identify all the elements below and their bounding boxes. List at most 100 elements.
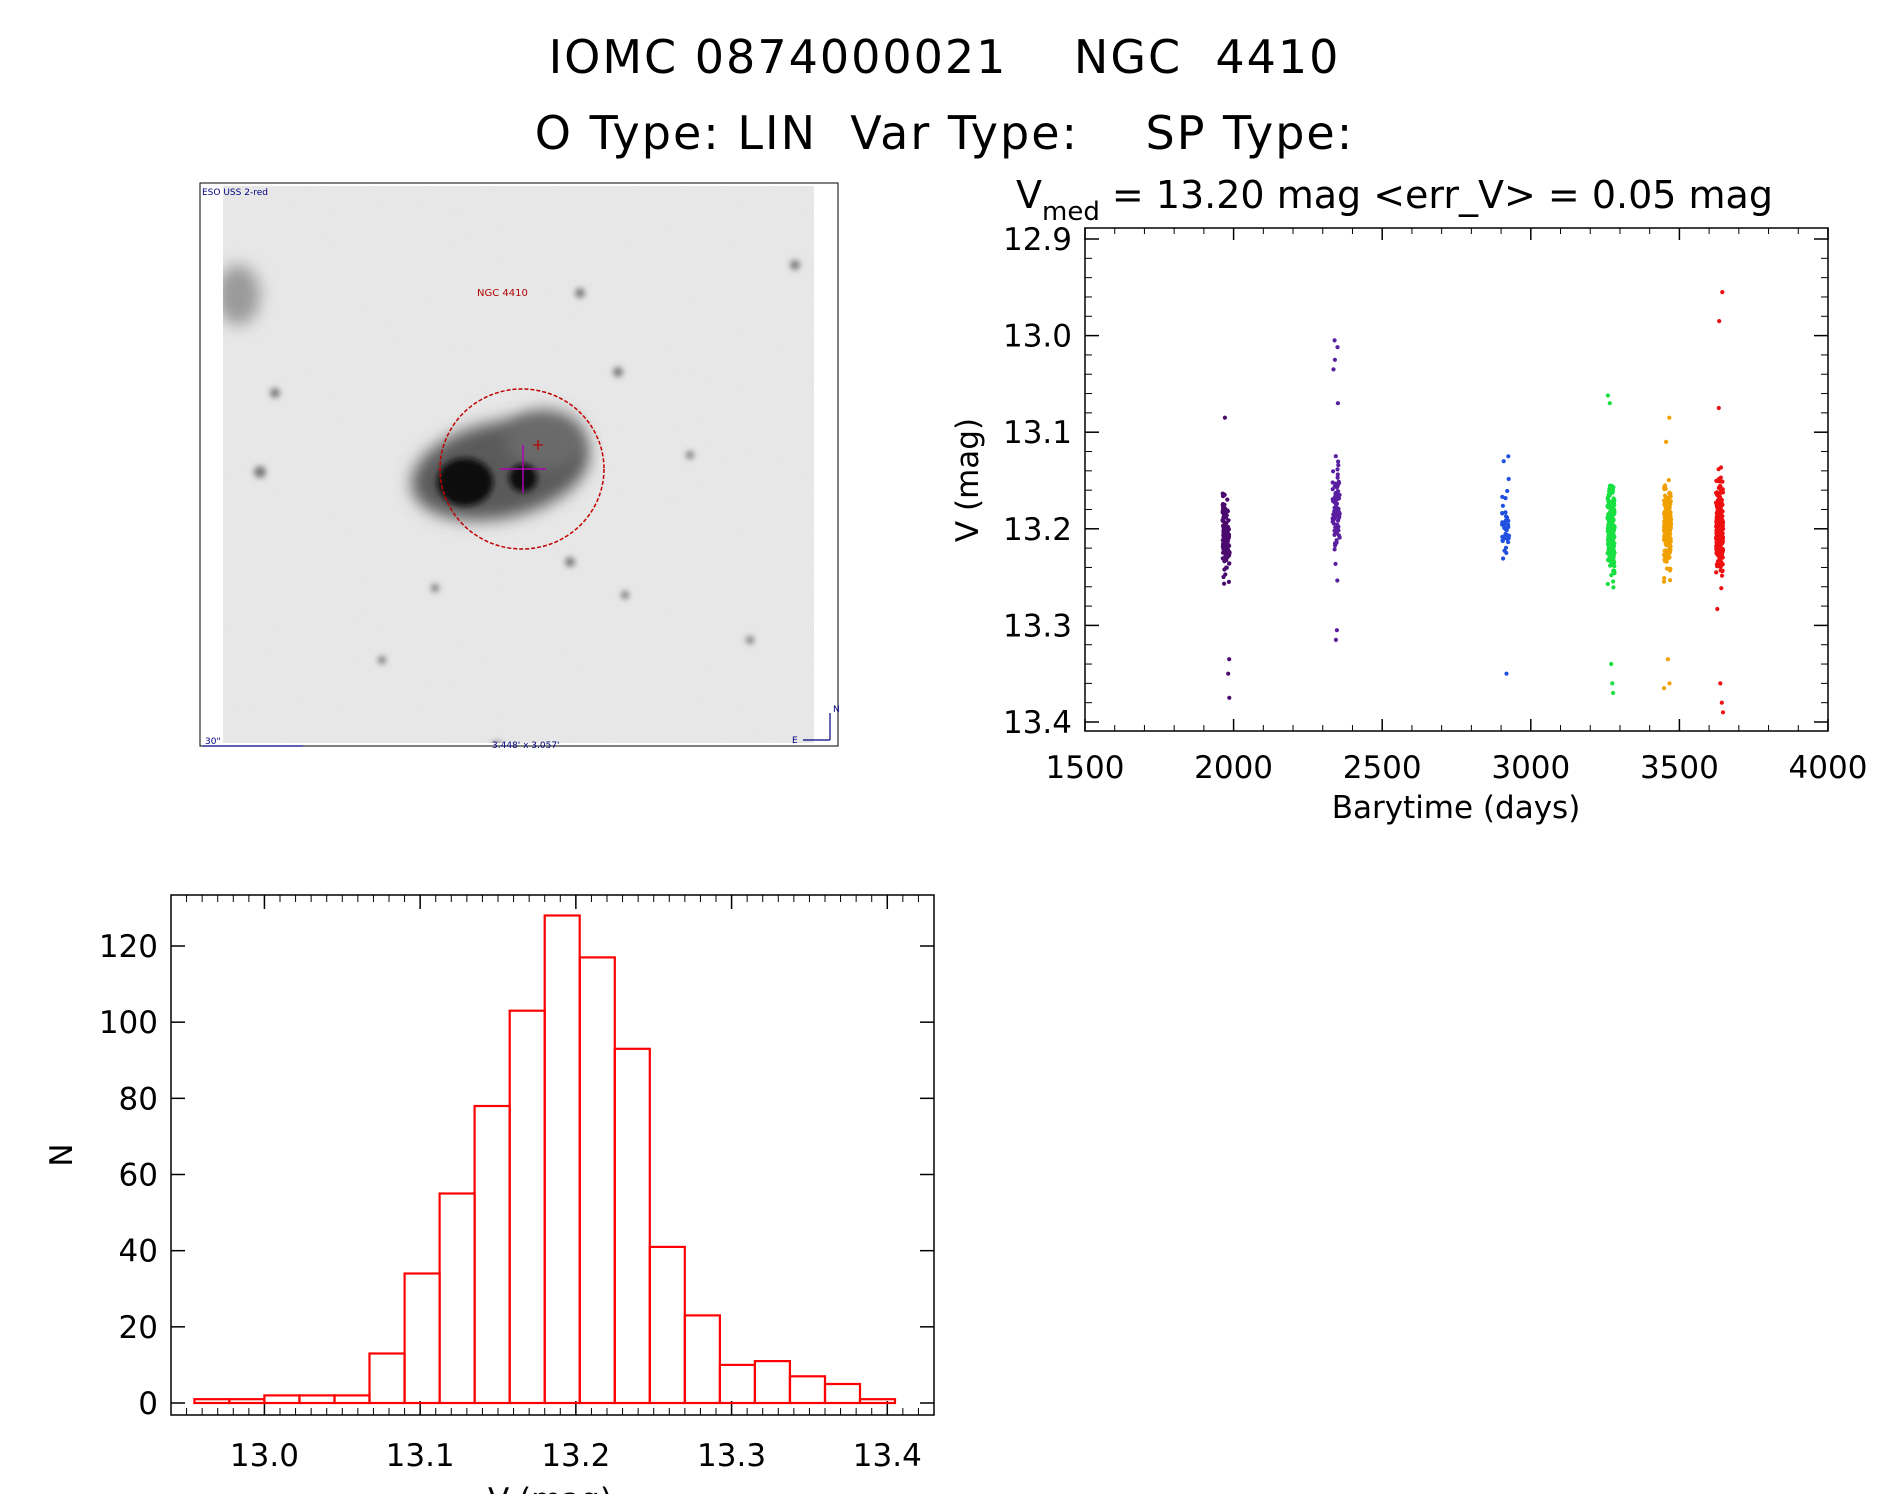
lc-point [1714,540,1719,545]
lc-point [1330,516,1335,521]
object-label: NGC 4410 [477,288,528,299]
lc-point [1502,522,1507,527]
lc-point [1335,345,1340,350]
lc-point [1715,606,1720,612]
target-marker [533,440,543,450]
lc-point [1335,472,1340,477]
lc-point [1662,529,1667,534]
hist-xtick-label: 13.3 [697,1438,766,1474]
lc-point [1667,566,1672,572]
lc-point [1611,690,1616,696]
lc-point [1222,506,1227,511]
lc-point [1220,509,1225,514]
lc-point [1335,475,1340,480]
lc-point [1500,503,1505,508]
hist-xlabel: V (mag) [488,1482,612,1494]
lc-point [1334,628,1339,633]
lc-point [1665,525,1670,531]
hist-bar [473,1104,511,1405]
hist-bar [438,1192,476,1405]
lc-ticks: 1500 2000 2500 3000 3500 4000 12.9 13.0 13.1 13.2… [1003,222,1867,786]
lc-point [1716,504,1721,510]
lc-point [1662,509,1667,514]
field-stars [254,260,800,743]
lc-point [1500,510,1505,516]
lc-point [1227,657,1232,662]
lc-point [1611,496,1616,501]
lc-point [1226,532,1232,537]
lc-point [1720,519,1725,525]
edge-star [223,265,260,325]
hist-bar [263,1394,301,1405]
lc-point [1225,548,1230,553]
lc-point [1330,487,1335,492]
lc-point [1608,549,1613,554]
lc-point [1718,681,1723,686]
lc-point [1609,661,1614,667]
lc-point [1503,527,1508,532]
lc-point [1719,552,1724,557]
hist-ticks: 13.0 13.1 13.2 13.3 13.4 0 20 40 60 80 100 120 [99,895,934,1474]
lc-point [1714,570,1719,575]
lc-point [1717,528,1722,534]
lc-point [1605,581,1610,587]
aperture-circle [439,388,605,550]
lc-point [1223,512,1228,517]
lc-point [1662,576,1667,581]
hist-bar [613,1047,651,1405]
lc-point [1720,562,1725,567]
lc-point [1335,518,1341,523]
lc-point [1222,567,1227,572]
lc-point [1720,487,1725,492]
lc-ytick-label: 13.0 [1003,319,1072,355]
lc-point [1715,563,1720,569]
lc-point [1718,568,1723,573]
hist-bar [648,1245,686,1405]
lc-point [1331,469,1336,474]
lc-point [1500,538,1505,543]
lc-point [1226,543,1231,548]
lc-point [1223,572,1228,577]
lc-point [1662,533,1667,538]
lc-ytick-label: 13.1 [1003,415,1072,451]
lc-ytick-label: 13.3 [1003,608,1072,644]
lc-point [1330,497,1335,502]
lc-xtick-label: 2500 [1343,750,1422,786]
lc-point [1332,357,1337,362]
lc-point [1333,637,1338,643]
lc-point [1501,534,1506,540]
lc-point [1608,563,1613,568]
hist-bars [193,914,897,1405]
lc-point [1716,405,1721,411]
light-curve-chart: Vmed = 13.20 mag <err_V> = 0.05 mag 1500… [950,173,1867,826]
hist-ytick-label: 100 [99,1005,158,1041]
lc-xtick-label: 3500 [1640,750,1719,786]
lc-point [1333,543,1338,548]
lc-point [1664,557,1669,562]
lc-point [1717,557,1722,562]
lc-point [1500,494,1505,499]
lc-point [1501,556,1506,561]
lc-point [1715,514,1720,519]
lc-point [1610,557,1615,562]
lc-point [1717,319,1722,324]
lc-point [1668,547,1673,553]
lc-point [1611,560,1616,566]
lc-point [1717,535,1722,540]
lc-point [1332,532,1337,538]
lc-point [1226,579,1231,585]
lc-point [1605,496,1610,501]
hist-bar [578,956,616,1405]
lc-point [1506,518,1511,524]
hist-bar [543,914,581,1405]
lc-point [1662,486,1667,492]
lc-point [1605,537,1611,542]
hist-ytick-label: 60 [119,1158,158,1194]
lc-title-subscript: med [1042,197,1100,227]
lc-point [1336,481,1342,486]
lc-title-prefix: V [1016,173,1042,217]
lc-point [1720,290,1725,295]
hist-xtick-label: 13.4 [853,1438,922,1474]
lc-point [1506,522,1511,527]
lc-point [1504,550,1509,556]
